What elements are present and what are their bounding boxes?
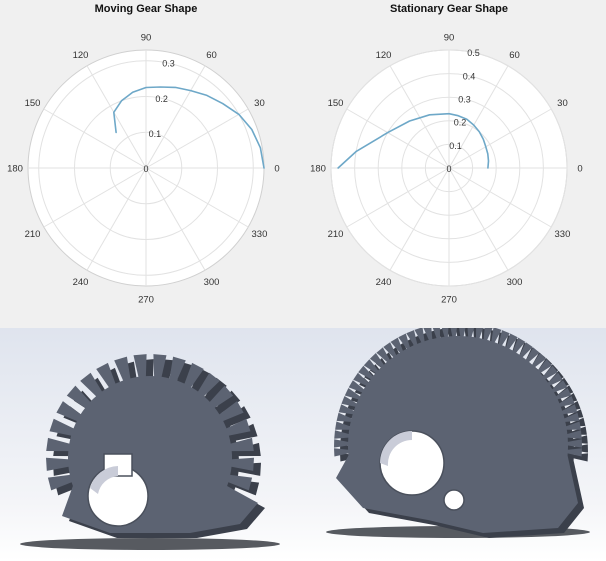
- angle-tick-label: 30: [254, 98, 265, 109]
- angular-grid-line: [43, 108, 147, 169]
- radius-tick-label: 0: [446, 164, 451, 174]
- angle-tick-label: 300: [507, 277, 523, 288]
- moving-gear-polar-plot: Moving Gear Shape 0 30 60 90 120 150 180 210 240 2…: [7, 3, 280, 306]
- angle-tick-label: 60: [509, 50, 520, 61]
- moving-gear-shape: [46, 354, 265, 538]
- radius-tick-label: 0.3: [162, 59, 175, 69]
- angular-grid-line: [145, 167, 249, 228]
- stationary-gear-render: [308, 328, 606, 561]
- radius-tick-label: 0.1: [149, 129, 162, 139]
- angular-grid-line: [145, 108, 249, 169]
- angle-tick-label: 0: [577, 164, 582, 175]
- angle-tick-label: 270: [138, 295, 154, 306]
- angle-tick-label: 270: [441, 295, 457, 306]
- angular-grid-line: [145, 167, 206, 271]
- moving-gear-render: [0, 328, 308, 561]
- small-hole: [443, 489, 465, 511]
- angular-grid-line: [346, 167, 450, 228]
- angular-grid-line: [448, 167, 552, 228]
- radius-tick-label: 0: [143, 164, 148, 174]
- angle-tick-label: 180: [310, 164, 326, 175]
- radius-tick-label: 0.5: [467, 48, 480, 58]
- stationary-gear-title: Stationary Gear Shape: [390, 3, 508, 15]
- radius-tick-label: 0.3: [458, 95, 471, 105]
- bore-inner-wall: [90, 466, 118, 494]
- stationary-gear-series-line: [337, 112, 490, 169]
- angle-tick-label: 210: [328, 229, 344, 240]
- radius-tick-label: 0.2: [155, 94, 168, 104]
- moving-gear-render-image: [0, 328, 308, 561]
- angular-grid-line: [448, 167, 509, 271]
- angle-tick-label: 30: [557, 98, 568, 109]
- radius-tick-label: 0.4: [463, 71, 476, 81]
- angle-tick-label: 90: [444, 33, 455, 44]
- stationary-gear-render-image: [308, 328, 606, 561]
- angular-grid-line: [448, 65, 509, 169]
- angle-tick-label: 60: [206, 50, 217, 61]
- angular-grid-line: [389, 65, 450, 169]
- angular-grid-line: [346, 108, 450, 169]
- angle-tick-label: 120: [376, 50, 392, 61]
- radius-tick-label: 0.1: [449, 141, 462, 151]
- moving-gear-title: Moving Gear Shape: [95, 3, 198, 15]
- angular-grid-line: [145, 65, 206, 169]
- angle-tick-label: 90: [141, 33, 152, 44]
- angle-tick-label: 150: [25, 98, 41, 109]
- angle-tick-label: 330: [252, 229, 268, 240]
- angle-tick-label: 180: [7, 164, 23, 175]
- moving-gear-series-line: [113, 86, 265, 169]
- stationary-gear-plot-panel: Stationary Gear Shape 0 30 60 90 120 150 180 210…: [303, 0, 606, 328]
- radius-tick-label: 0.2: [454, 118, 467, 128]
- angle-tick-label: 120: [73, 50, 89, 61]
- angle-tick-label: 210: [25, 229, 41, 240]
- angle-tick-label: 330: [555, 229, 571, 240]
- angular-grid-line: [389, 167, 450, 271]
- angular-grid-line: [86, 65, 147, 169]
- stationary-gear-polar-plot: Stationary Gear Shape 0 30 60 90 120 150 180 210…: [310, 3, 583, 306]
- ground-shadow: [20, 538, 280, 550]
- angular-grid-line: [448, 108, 552, 169]
- angle-tick-label: 240: [376, 277, 392, 288]
- angle-tick-label: 300: [204, 277, 220, 288]
- angle-tick-label: 0: [274, 164, 279, 175]
- moving-gear-plot-panel: Moving Gear Shape 0 30 60 90 120 150 180 210 240 2…: [0, 0, 303, 328]
- angular-grid-line: [43, 167, 147, 228]
- angle-tick-label: 150: [328, 98, 344, 109]
- stationary-gear-shape: [334, 328, 588, 538]
- large-hole-inner-wall: [380, 431, 412, 466]
- angular-grid-line: [86, 167, 147, 271]
- angle-tick-label: 240: [73, 277, 89, 288]
